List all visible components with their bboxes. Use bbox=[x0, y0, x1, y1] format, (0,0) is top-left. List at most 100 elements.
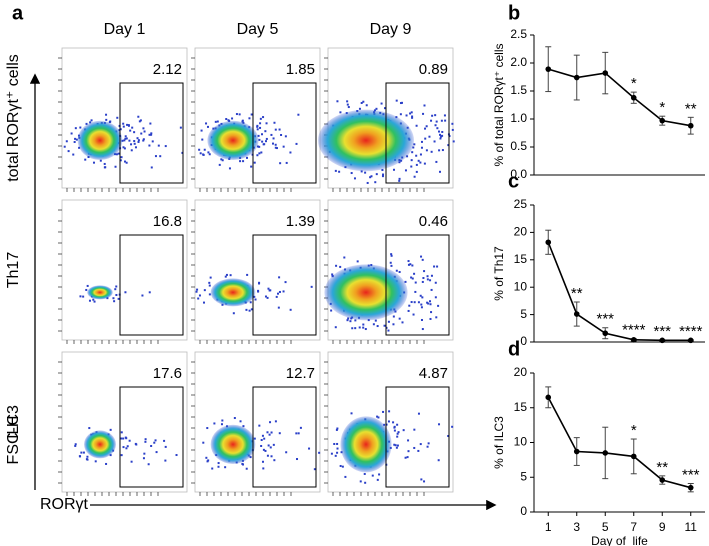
significance: ** bbox=[685, 100, 697, 117]
event-dot bbox=[414, 290, 417, 293]
event-dot bbox=[419, 153, 422, 156]
event-dot bbox=[390, 254, 393, 257]
event-dot bbox=[343, 256, 346, 259]
event-dot bbox=[382, 173, 385, 176]
point bbox=[545, 394, 552, 401]
x-tick-label: 9 bbox=[659, 520, 666, 534]
event-dot bbox=[266, 454, 269, 457]
event-dot bbox=[429, 317, 432, 320]
event-dot bbox=[393, 429, 396, 432]
y-axis-label: % of ILC3 bbox=[492, 416, 506, 469]
point bbox=[630, 94, 637, 101]
event-dot bbox=[401, 101, 404, 104]
event-dot bbox=[421, 280, 424, 283]
event-dot bbox=[399, 113, 402, 116]
event-dot bbox=[115, 153, 118, 156]
event-dot bbox=[285, 451, 288, 454]
event-dot bbox=[423, 480, 426, 483]
event-dot bbox=[279, 162, 282, 165]
column-title: Day 9 bbox=[370, 21, 412, 38]
event-dot bbox=[265, 137, 268, 140]
event-dot bbox=[235, 113, 238, 116]
event-dot bbox=[438, 423, 441, 426]
event-dot bbox=[435, 160, 438, 163]
event-dot bbox=[341, 465, 344, 468]
event-dot bbox=[263, 143, 266, 146]
density-core bbox=[210, 278, 256, 307]
density-core bbox=[210, 424, 256, 464]
gate-value: 2.12 bbox=[153, 61, 182, 78]
event-dot bbox=[265, 122, 268, 125]
y-tick-label: 2.5 bbox=[510, 27, 527, 41]
event-dot bbox=[369, 176, 372, 179]
event-dot bbox=[200, 129, 203, 132]
event-dot bbox=[228, 167, 231, 170]
event-dot bbox=[441, 130, 444, 133]
panel-label: b bbox=[508, 2, 520, 24]
event-dot bbox=[131, 126, 134, 129]
event-dot bbox=[421, 328, 424, 331]
event-dot bbox=[164, 445, 167, 448]
event-dot bbox=[133, 140, 136, 143]
event-dot bbox=[318, 451, 321, 454]
event-dot bbox=[109, 428, 112, 431]
event-dot bbox=[330, 452, 333, 455]
event-dot bbox=[248, 117, 251, 120]
event-dot bbox=[241, 120, 244, 123]
gate-value: 1.39 bbox=[286, 213, 315, 230]
event-dot bbox=[308, 447, 311, 450]
event-dot bbox=[202, 301, 205, 304]
event-dot bbox=[408, 304, 411, 307]
event-dot bbox=[411, 277, 414, 280]
event-dot bbox=[196, 288, 199, 291]
event-dot bbox=[430, 288, 433, 291]
event-dot bbox=[267, 287, 270, 290]
event-dot bbox=[347, 106, 350, 109]
density-core bbox=[340, 416, 392, 473]
event-dot bbox=[124, 137, 127, 140]
event-dot bbox=[313, 468, 316, 471]
event-dot bbox=[351, 327, 354, 330]
event-dot bbox=[79, 126, 82, 129]
event-dot bbox=[253, 295, 256, 298]
density-core bbox=[324, 264, 408, 321]
event-dot bbox=[249, 456, 252, 459]
event-dot bbox=[164, 459, 167, 462]
event-dot bbox=[133, 142, 136, 145]
event-dot bbox=[224, 466, 227, 469]
event-dot bbox=[274, 146, 277, 149]
y-tick-label: 0.0 bbox=[510, 167, 527, 181]
gate-value: 16.8 bbox=[153, 213, 182, 230]
event-dot bbox=[339, 464, 342, 467]
event-dot bbox=[434, 281, 437, 284]
event-dot bbox=[73, 141, 76, 144]
event-dot bbox=[135, 443, 138, 446]
event-dot bbox=[148, 144, 151, 147]
gate-value: 0.89 bbox=[419, 61, 448, 78]
event-dot bbox=[124, 291, 127, 294]
event-dot bbox=[148, 133, 151, 136]
event-dot bbox=[420, 478, 423, 481]
event-dot bbox=[65, 140, 68, 143]
event-dot bbox=[150, 445, 153, 448]
event-dot bbox=[85, 288, 88, 291]
event-dot bbox=[396, 444, 399, 447]
event-dot bbox=[137, 139, 140, 142]
row-label: Th17 bbox=[5, 252, 22, 289]
significance: **** bbox=[622, 322, 646, 339]
event-dot bbox=[436, 127, 439, 130]
event-dot bbox=[256, 154, 259, 157]
event-dot bbox=[266, 296, 269, 299]
event-dot bbox=[256, 128, 259, 131]
event-dot bbox=[220, 423, 223, 426]
event-dot bbox=[382, 410, 385, 413]
event-dot bbox=[438, 149, 441, 152]
gate-value: 17.6 bbox=[153, 365, 182, 382]
y-tick-label: 0 bbox=[520, 504, 527, 518]
event-dot bbox=[217, 462, 220, 465]
event-dot bbox=[370, 175, 373, 178]
event-dot bbox=[90, 119, 93, 122]
event-dot bbox=[217, 465, 220, 468]
column-title: Day 5 bbox=[237, 21, 279, 38]
event-dot bbox=[229, 274, 232, 277]
